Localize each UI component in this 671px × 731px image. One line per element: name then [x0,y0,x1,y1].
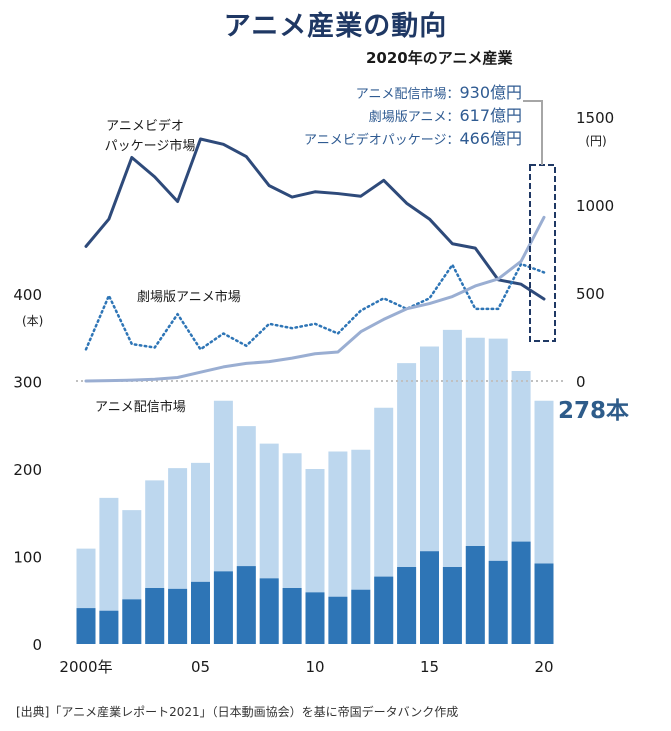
bar-total-2011 [328,451,348,644]
bar-base-2019 [511,541,531,644]
series-label-theatrical: 劇場版アニメ市場 [137,289,241,305]
bar-base-2005 [191,581,210,644]
inset-item-theatrical: 劇場版アニメ：617億円 [226,102,522,126]
bar-base-2008 [259,578,279,644]
bar-total-2001 [99,497,119,644]
inset-item-label: 劇場版アニメ： [368,110,460,125]
bar-base-2004 [168,588,188,644]
bar-base-2020 [534,563,554,644]
bar-base-2016 [442,567,462,644]
bar-base-2007 [236,566,256,644]
left-tick-0: 0 [32,636,42,654]
left-axis-unit: (本) [22,314,43,328]
inset-item-video-package: アニメビデオパッケージ：466億円 [226,125,522,149]
line-series-2 [84,215,546,383]
bar-series-base [76,541,554,644]
left-tick-200: 200 [13,461,42,479]
inset-item-label: アニメビデオパッケージ： [303,133,460,148]
x-tick-2010: 10 [305,658,324,676]
bar-base-2009 [282,588,302,644]
line-series-0 [84,137,546,301]
x-tick-2005: 05 [191,658,210,676]
chart-title: アニメ産業の動向 [223,11,448,42]
series-label-streaming: アニメ配信市場 [95,399,186,415]
bar-base-2012 [351,589,371,644]
source-note: [出典]「アニメ産業レポート2021」（日本動画協会）を基に帝国データバンク作成 [16,705,459,719]
right-axis: 0 500 1000 1500 [576,109,614,391]
inset-connector [523,100,543,165]
highlight-box-2020 [529,164,556,342]
right-tick-0: 0 [576,373,586,391]
inset-item-value: 930億円 [459,83,522,102]
left-tick-100: 100 [13,549,42,567]
inset-item-streaming: アニメ配信市場：930億円 [226,79,522,103]
bar-base-2006 [213,571,233,644]
x-axis: 2000年 05 10 15 20 [59,658,553,676]
inset-item-value: 466億円 [459,129,522,148]
bar-base-2000 [76,608,96,644]
line-series-1 [84,262,546,351]
inset-item-label: アニメ配信市場： [355,87,460,102]
line-series-group [84,137,546,383]
bar-base-2002 [122,599,142,644]
x-tick-2020: 20 [534,658,553,676]
bar-base-2018 [488,560,508,644]
right-tick-1000: 1000 [576,197,614,215]
bar-base-2014 [397,567,417,644]
bar-annotation-278: 278本 [558,398,629,424]
x-tick-2000: 2000年 [59,658,112,676]
inset-title: 2020年のアニメ産業 [366,49,513,67]
inset-item-value: 617億円 [459,106,522,125]
bar-total-2016 [442,329,462,644]
left-axis: 0 100 200 300 400 [13,286,42,654]
bar-base-2003 [145,588,165,644]
bar-base-2001 [99,610,119,644]
series-label-video-package-line2: パッケージ市場 [105,138,196,154]
right-axis-unit: (円) [585,134,606,148]
left-tick-400: 400 [13,286,42,304]
bar-base-2013 [374,576,394,644]
left-tick-300: 300 [13,374,42,392]
right-tick-1500: 1500 [576,109,614,127]
series-label-video-package-line1: アニメビデオ [106,118,184,134]
x-tick-2015: 15 [420,658,439,676]
bar-base-2015 [420,551,439,644]
right-tick-500: 500 [576,285,605,303]
bar-base-2011 [328,596,348,644]
bar-base-2017 [465,546,485,644]
bar-base-2010 [305,592,325,644]
